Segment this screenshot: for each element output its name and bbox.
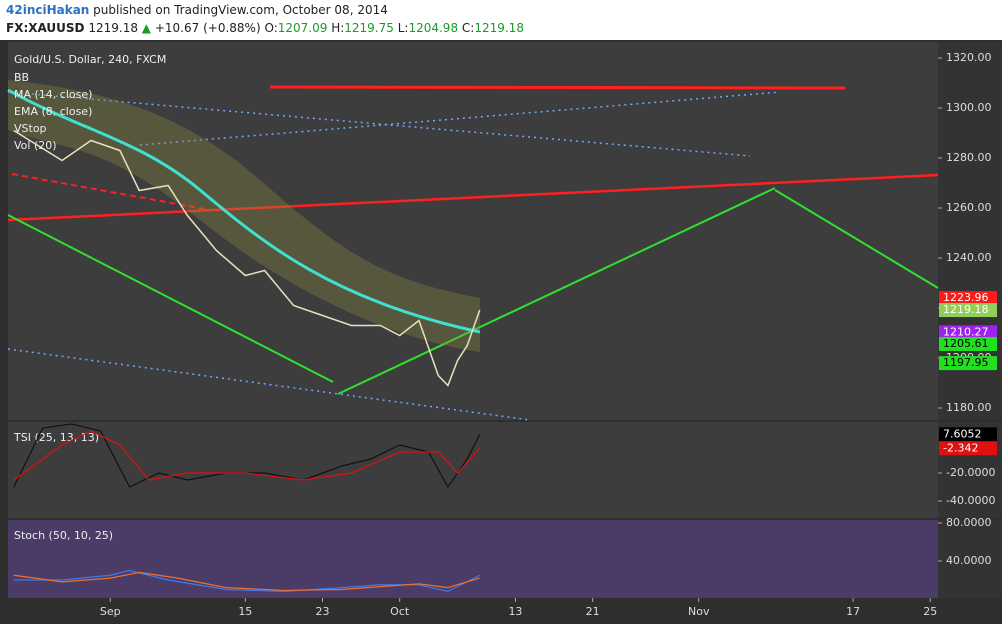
symbol: FX:XAUUSD (6, 21, 85, 35)
price-tag-label: -2.342 (943, 441, 978, 454)
user[interactable]: 42inciHakan (6, 3, 90, 17)
y-tick-label: 80.0000 (946, 516, 992, 529)
legend-entry: VStop (14, 122, 47, 135)
x-tick-label: 23 (316, 605, 330, 618)
x-tick-label: Nov (688, 605, 710, 618)
last: 1219.18 (88, 21, 138, 35)
x-tick-label: 13 (508, 605, 522, 618)
x-tick-label: 21 (586, 605, 600, 618)
pane-title: Stoch (50, 10, 25) (14, 529, 113, 542)
pane-title: TSI (25, 13, 13) (13, 431, 99, 444)
arrow: ▲ (141, 21, 152, 35)
price-tag (939, 336, 997, 351)
y-tick-label: -20.0000 (946, 466, 995, 479)
price-tag-label: 1205.61 (943, 337, 989, 350)
y-tick-label: 40.0000 (946, 554, 992, 567)
legend-entry: EMA (8, close) (14, 105, 92, 118)
ohlc-key: H: (331, 21, 345, 35)
y-tick-label: 1280.00 (946, 151, 992, 164)
ma-line (7, 88, 481, 334)
price-tag-label: 1197.95 (943, 356, 989, 369)
trend-line (11, 173, 211, 211)
pane-title: Gold/U.S. Dollar, 240, FXCM (14, 53, 166, 66)
x-tick-label: Oct (390, 605, 410, 618)
series-line (13, 129, 481, 387)
series-line (13, 569, 481, 593)
price-tag-label: 1223.96 (943, 291, 989, 304)
series-line (13, 571, 480, 592)
price-tag (939, 303, 997, 318)
series-line (13, 423, 481, 489)
trend-line (7, 214, 334, 383)
pane (8, 42, 938, 420)
header-line: 42inciHakan published on TradingView.com… (6, 3, 388, 17)
header: 42inciHakan published on TradingView.com… (0, 0, 1002, 40)
change: +10.67 (+0.88%) (154, 21, 261, 35)
trend-line (139, 91, 781, 146)
legend-entry: BB (14, 71, 29, 84)
price-tag-label: 1210.27 (943, 325, 989, 338)
pane (8, 520, 938, 598)
price-tag (939, 291, 997, 306)
published: published on TradingView.com, October 08… (93, 3, 388, 17)
price-axis (938, 520, 1002, 598)
price-tag (939, 427, 997, 442)
ohlc-value: 1219.75 (344, 21, 394, 35)
pane (8, 422, 938, 518)
ohlc-key: O: (264, 21, 278, 35)
price-tag-label: 7.6052 (943, 427, 982, 440)
trend-line (269, 85, 846, 90)
ohlc-value: 1207.09 (277, 21, 328, 35)
quote-line: FX:XAUUSD 1219.18 ▲ +10.67 (+0.88%) O:12… (6, 21, 524, 35)
x-tick-label: 15 (238, 605, 252, 618)
price-tag (939, 441, 997, 456)
y-tick-label: 1300.00 (946, 101, 992, 114)
trend-line (774, 189, 939, 289)
trend-line (7, 173, 939, 222)
y-tick-label: 1320.00 (946, 51, 992, 64)
x-tick-label: 25 (923, 605, 937, 618)
legend-entry: Vol (20) (14, 139, 57, 152)
ohlc-key: C: (461, 21, 475, 35)
chart: 1180.001200.001220.001240.001260.001280.… (0, 40, 1002, 624)
y-tick-label: -40.0000 (946, 494, 995, 507)
price-tag (939, 325, 997, 340)
bollinger-band (8, 80, 480, 352)
trend-line (337, 187, 776, 395)
trend-line (7, 348, 531, 421)
ohlc-value: 1204.98 (408, 21, 459, 35)
x-tick-label: Sep (100, 605, 121, 618)
legend-entry: MA (14, close) (14, 88, 92, 101)
series-line (13, 430, 481, 481)
price-tag (939, 356, 997, 371)
drawings (7, 80, 939, 421)
y-tick-label: 1260.00 (946, 201, 992, 214)
price-tag-label: 1219.18 (943, 303, 989, 316)
x-tick-label: 17 (846, 605, 860, 618)
ohlc-value: 1219.18 (474, 21, 524, 35)
ohlc-key: L: (397, 21, 409, 35)
ohlc: O:1207.09 H:1219.75 L:1204.98 C:1219.18 (264, 21, 524, 35)
trend-line (7, 91, 751, 157)
y-tick-label: 1240.00 (946, 251, 992, 264)
y-tick-label: 1180.00 (946, 401, 992, 414)
